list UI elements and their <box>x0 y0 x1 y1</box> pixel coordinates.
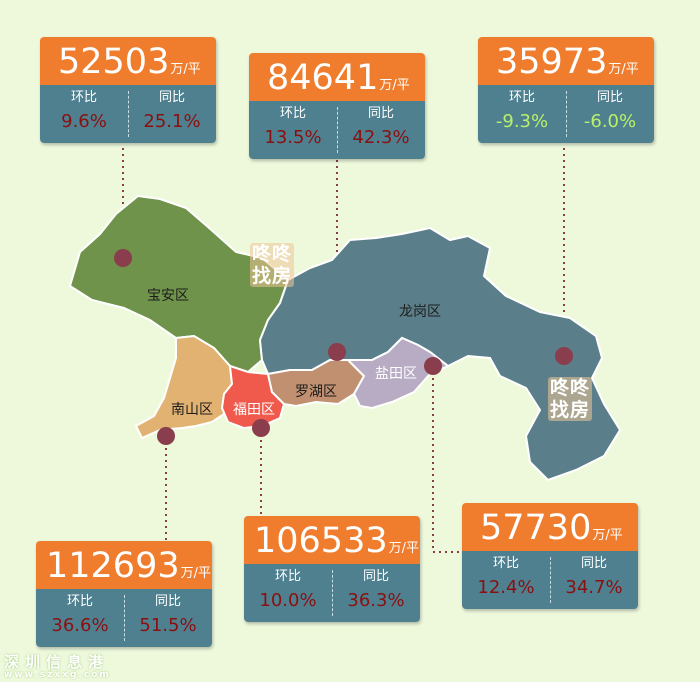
district-baoan[interactable] <box>68 194 290 374</box>
district-label-yantian: 盐田区 <box>375 366 417 382</box>
price-unit: 万/平 <box>608 62 639 77</box>
stats-band: 环比 12.4% 同比 34.7% <box>462 551 638 609</box>
stamp-logo-1: 咚咚 找房 <box>250 243 294 287</box>
yoy-value: 51.5% <box>139 615 197 636</box>
district-nanshan[interactable] <box>134 334 234 440</box>
price-card-luohu: 84641 万/平 环比 13.5% 同比 42.3% <box>249 53 425 159</box>
price-band: 106533 万/平 <box>244 516 420 564</box>
yoy-column: 同比 -6.0% <box>566 85 654 143</box>
yoy-value: 25.1% <box>143 111 201 132</box>
price-card-yantian: 57730 万/平 环比 12.4% 同比 34.7% <box>462 503 638 609</box>
yoy-column: 同比 36.3% <box>332 564 420 622</box>
mom-column: 环比 9.6% <box>40 85 128 143</box>
marker-baoan[interactable] <box>114 249 132 267</box>
price-band: 57730 万/平 <box>462 503 638 551</box>
stats-band: 环比 10.0% 同比 36.3% <box>244 564 420 622</box>
yoy-value: 36.3% <box>347 590 405 611</box>
marker-futian[interactable] <box>252 419 270 437</box>
district-label-luohu: 罗湖区 <box>295 384 337 400</box>
mom-value: 13.5% <box>264 127 322 148</box>
mom-label: 环比 <box>66 594 93 609</box>
yoy-column: 同比 34.7% <box>550 551 638 609</box>
mom-label: 环比 <box>70 90 97 105</box>
marker-longgang[interactable] <box>555 347 573 365</box>
price-card-baoan: 52503 万/平 环比 9.6% 同比 25.1% <box>40 37 216 143</box>
mom-label: 环比 <box>492 556 519 571</box>
price-card-longgang: 35973 万/平 环比 -9.3% 同比 -6.0% <box>478 37 654 143</box>
mom-value: -9.3% <box>495 111 549 132</box>
yoy-value: 34.7% <box>565 577 623 598</box>
price-value: 57730 <box>480 508 592 548</box>
district-label-longgang: 龙岗区 <box>399 304 441 320</box>
mom-value: 10.0% <box>259 590 317 611</box>
stamp-line2: 找房 <box>549 399 590 421</box>
marker-luohu[interactable] <box>328 343 346 361</box>
mom-value: 36.6% <box>51 615 109 636</box>
price-unit: 万/平 <box>388 541 419 556</box>
yoy-label: 同比 <box>362 569 389 584</box>
watermark-url: www.szxxg.com <box>4 670 111 680</box>
yoy-value: -6.0% <box>583 111 637 132</box>
yoy-column: 同比 51.5% <box>124 589 212 647</box>
mom-column: 环比 36.6% <box>36 589 124 647</box>
stats-band: 环比 9.6% 同比 25.1% <box>40 85 216 143</box>
stats-band: 环比 13.5% 同比 42.3% <box>249 101 425 159</box>
stamp-line1: 咚咚 <box>251 243 292 265</box>
mom-column: 环比 -9.3% <box>478 85 566 143</box>
stamp-logo-2: 咚咚 找房 <box>548 377 592 421</box>
price-band: 84641 万/平 <box>249 53 425 101</box>
price-value: 35973 <box>496 42 608 82</box>
mom-label: 环比 <box>274 569 301 584</box>
marker-nanshan[interactable] <box>157 427 175 445</box>
price-card-nanshan: 112693 万/平 环比 36.6% 同比 51.5% <box>36 541 212 647</box>
stamp-line2: 找房 <box>251 265 292 287</box>
price-value: 84641 <box>267 58 379 98</box>
price-band: 35973 万/平 <box>478 37 654 85</box>
price-value: 52503 <box>58 42 170 82</box>
yoy-label: 同比 <box>367 106 394 121</box>
watermark-text: 深圳信息港 <box>4 653 110 671</box>
leader-line-yantian <box>432 366 466 553</box>
stats-band: 环比 -9.3% 同比 -6.0% <box>478 85 654 143</box>
mom-value: 12.4% <box>477 577 535 598</box>
mom-value: 9.6% <box>61 111 107 132</box>
yoy-label: 同比 <box>596 90 623 105</box>
mom-label: 环比 <box>508 90 535 105</box>
mom-column: 环比 10.0% <box>244 564 332 622</box>
yoy-label: 同比 <box>580 556 607 571</box>
price-unit: 万/平 <box>379 78 410 93</box>
price-value: 112693 <box>46 546 180 586</box>
district-label-nanshan: 南山区 <box>171 402 213 418</box>
mom-label: 环比 <box>279 106 306 121</box>
price-value: 106533 <box>254 521 388 561</box>
marker-yantian[interactable] <box>424 357 442 375</box>
yoy-column: 同比 42.3% <box>337 101 425 159</box>
district-label-futian: 福田区 <box>233 402 275 418</box>
yoy-value: 42.3% <box>352 127 410 148</box>
location-markers <box>114 249 573 445</box>
mom-column: 环比 12.4% <box>462 551 550 609</box>
yoy-label: 同比 <box>154 594 181 609</box>
mom-column: 环比 13.5% <box>249 101 337 159</box>
price-unit: 万/平 <box>180 566 211 581</box>
price-band: 112693 万/平 <box>36 541 212 589</box>
district-label-baoan: 宝安区 <box>147 288 189 304</box>
price-band: 52503 万/平 <box>40 37 216 85</box>
stamp-line1: 咚咚 <box>549 377 590 399</box>
stats-band: 环比 36.6% 同比 51.5% <box>36 589 212 647</box>
yoy-column: 同比 25.1% <box>128 85 216 143</box>
price-unit: 万/平 <box>592 528 623 543</box>
price-unit: 万/平 <box>170 62 201 77</box>
price-card-futian: 106533 万/平 环比 10.0% 同比 36.3% <box>244 516 420 622</box>
yoy-label: 同比 <box>158 90 185 105</box>
